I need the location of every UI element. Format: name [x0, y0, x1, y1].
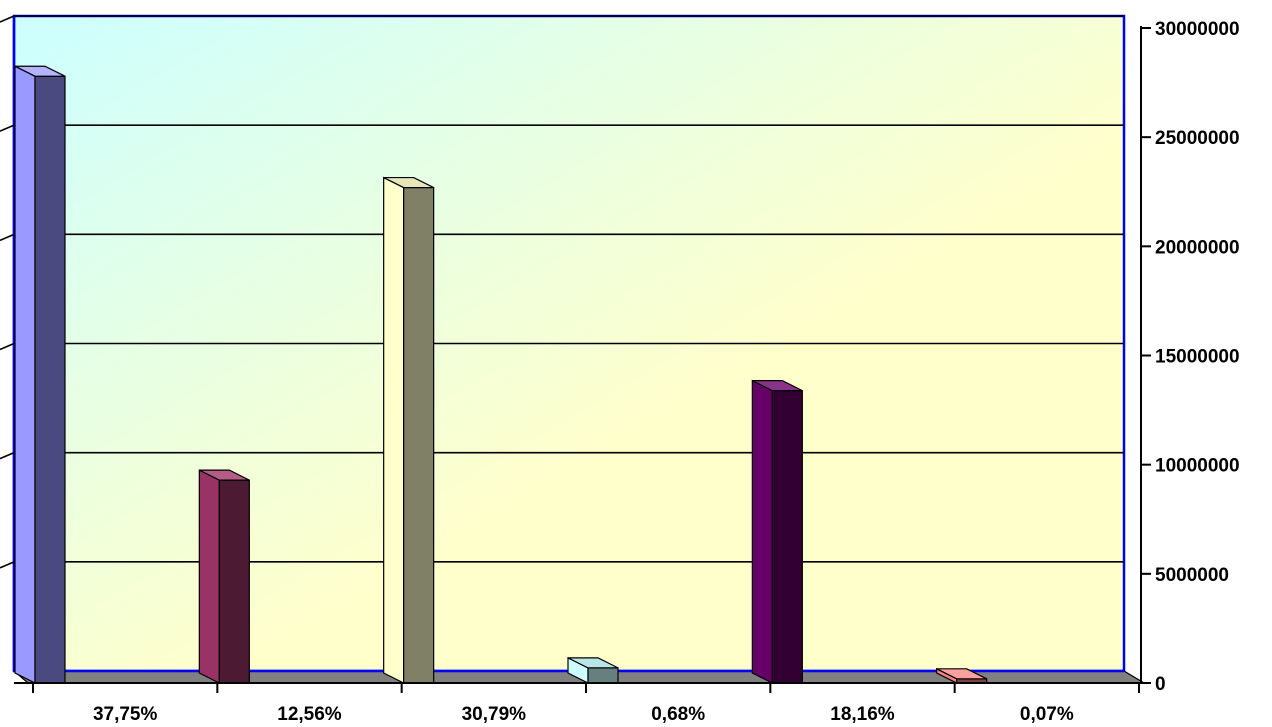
y-axis-ticks: 0 5000000 10000000 15000000 20000000 25000000…	[1141, 19, 1240, 695]
bars	[14, 65, 988, 684]
bar-1	[198, 469, 250, 684]
side-gridline-3	[0, 342, 15, 351]
y-tick-label-2: 10000000	[1155, 456, 1240, 477]
bar-2-dark-face	[403, 186, 435, 684]
y-tick-label-4: 20000000	[1155, 237, 1240, 258]
x-category-label-0: 37,75%	[93, 704, 158, 725]
bar-3-dark-face	[587, 667, 619, 684]
bar-0-dark-face	[34, 75, 66, 684]
side-gridline-6	[0, 15, 15, 23]
bar-2-light-face	[383, 176, 405, 684]
bar-5-top	[936, 668, 987, 680]
y-tick-label-5: 25000000	[1155, 128, 1240, 149]
y-tick-label-6: 30000000	[1155, 19, 1240, 40]
x-axis-labels: 37,75% 12,56% 30,79% 0,68% 18,16% 0,07%	[93, 704, 1074, 725]
y-tick-label-1: 5000000	[1155, 565, 1229, 586]
x-category-label-5: 0,07%	[1020, 704, 1074, 725]
bar-4	[751, 379, 803, 684]
bar-4-light-face	[751, 379, 773, 684]
bar-5	[936, 667, 988, 684]
side-gridline-1	[0, 561, 15, 569]
bar-3-top	[567, 657, 619, 669]
bar-0-top	[14, 65, 66, 77]
y-tick-label-0: 0	[1155, 674, 1166, 695]
side-gridline-4	[0, 233, 15, 242]
y-tick-label-3: 15000000	[1155, 347, 1240, 368]
bar-4-dark-face	[771, 390, 803, 684]
bar-2	[383, 176, 435, 684]
bar-0-light-face	[14, 65, 36, 684]
bar-4-top	[752, 380, 803, 392]
side-gridline-2	[0, 451, 15, 460]
x-category-label-2: 30,79%	[462, 704, 527, 725]
bar-1-dark-face	[218, 479, 250, 684]
bar-1-light-face	[198, 469, 220, 684]
bar-1-top	[199, 469, 250, 481]
side-gridline-5	[0, 124, 15, 132]
x-category-label-3: 0,68%	[651, 704, 705, 725]
x-category-label-1: 12,56%	[277, 704, 342, 725]
bar-0	[14, 65, 66, 684]
x-category-label-4: 18,16%	[830, 704, 895, 725]
bar-2-top	[383, 176, 434, 189]
